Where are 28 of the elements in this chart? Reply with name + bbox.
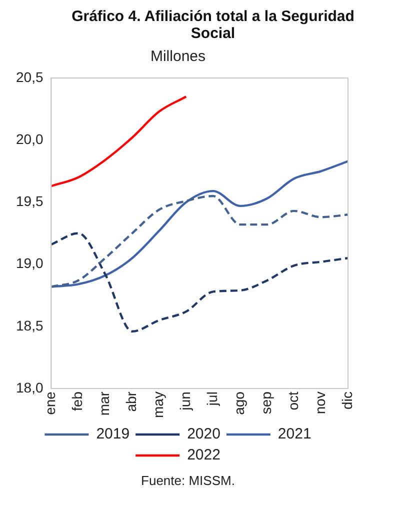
x-tick-label: mar: [96, 391, 112, 416]
x-tick-label: dic: [338, 392, 355, 410]
x-tick-label: may: [150, 392, 166, 418]
legend-label: 2019: [96, 426, 130, 443]
x-tick-label: sep: [258, 391, 274, 414]
y-tick-label: 19,5: [16, 193, 44, 210]
source-note: Fuente: MISSM.: [140, 473, 236, 488]
x-tick-label: nov: [312, 392, 328, 414]
line-series: [50, 232, 350, 333]
legend-label: 2020: [187, 426, 220, 443]
chart-subtitle: Millones: [150, 48, 206, 66]
y-tick-label: 19,0: [16, 255, 44, 272]
y-tick-label: 20,0: [16, 130, 44, 147]
x-tick-label: jul: [204, 392, 220, 407]
y-tick-label: 18,5: [16, 317, 44, 334]
x-tick-label: ene: [42, 391, 58, 415]
x-tick-label: jun: [176, 392, 193, 412]
line-series: [50, 96, 188, 188]
chart-title: Gráfico 4. Afiliación total a la Seguridad Social: [70, 8, 356, 42]
x-tick-label: abr: [123, 391, 140, 412]
x-tick-label: oct: [284, 391, 301, 410]
x-tick-label: feb: [69, 391, 86, 412]
y-tick-label: 18,0: [16, 379, 44, 396]
legend-label: 2022: [187, 446, 220, 464]
y-tick-label: 20,5: [16, 68, 44, 85]
legend-label: 2021: [278, 426, 312, 443]
line-series: [50, 194, 350, 288]
x-tick-label: ago: [230, 391, 247, 415]
